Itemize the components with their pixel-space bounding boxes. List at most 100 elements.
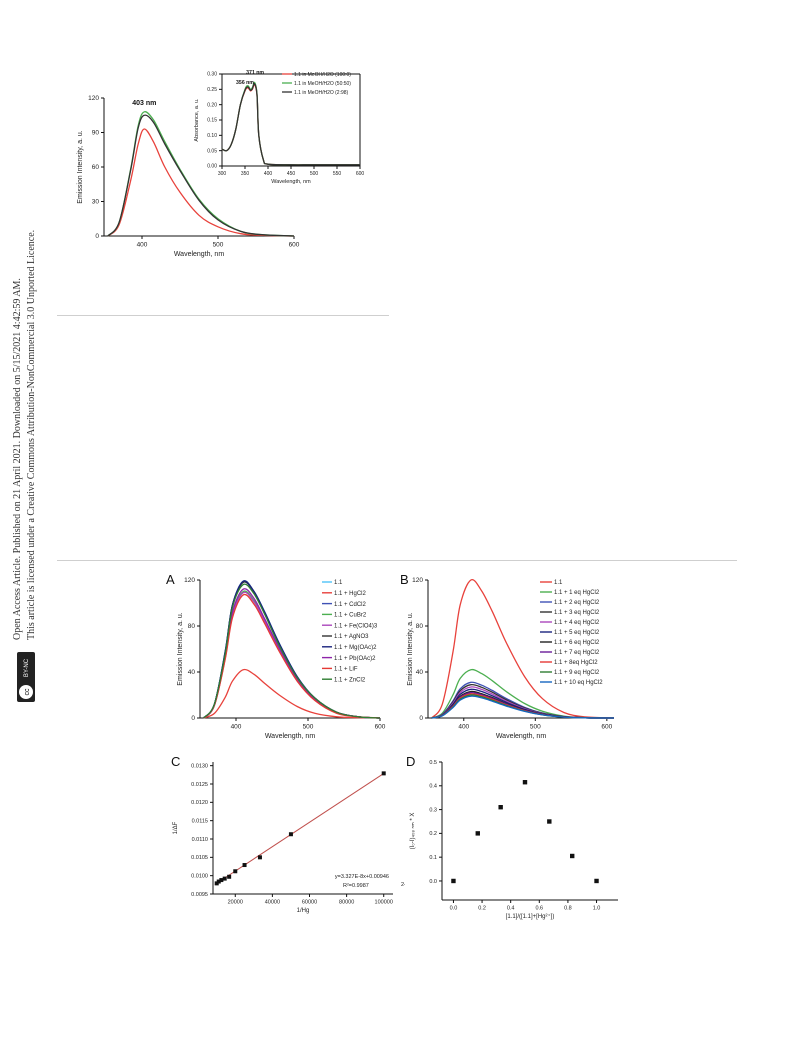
- open-access-line: Open Access Article. Published on 21 Apr…: [12, 278, 23, 640]
- y-tick-label: 0.30: [207, 72, 217, 78]
- x-tick-label: 300: [218, 171, 227, 177]
- legend-entry: 1.1 + LiF: [334, 667, 358, 673]
- fit-line: [214, 773, 384, 885]
- legend-entry: 1.1 + 7 eq HgCl2: [554, 650, 600, 656]
- data-point: [451, 878, 456, 884]
- x-tick-label: 0.0: [450, 906, 458, 912]
- panel-label-b: B: [400, 572, 409, 587]
- legend-entry: 1.1 + CuBr2: [334, 613, 367, 619]
- y-axis-label: Emission Intensity, a. u.: [77, 130, 84, 203]
- fit-r2: R²=0.9987: [343, 883, 369, 889]
- x-tick-label: 600: [601, 724, 612, 731]
- y-axis-label: Absorbance, a. u.: [194, 98, 200, 142]
- panel-b-series-11: [431, 695, 615, 719]
- legend-entry: 1.1 in MeOH/H2O (100:0): [294, 72, 351, 78]
- x-axis-label: Wavelength, nm: [265, 733, 315, 740]
- divider-top: [57, 315, 389, 316]
- panel-a-series-2: [203, 668, 381, 719]
- cc-license-badge[interactable]: cc BY-NC: [17, 652, 35, 702]
- y-tick-label: 0.0110: [192, 837, 208, 843]
- y-axis-label: Emission Intensity, a. u.: [177, 612, 184, 685]
- legend-entry: 1.1 + 1 eq HgCl2: [554, 590, 600, 596]
- data-point: [381, 771, 386, 776]
- legend-entry: 1.1 + AgNO3: [334, 634, 369, 640]
- panel-b-series-1: [431, 578, 615, 719]
- panel-a-series-8: [203, 588, 381, 719]
- y-tick-label: 0.20: [207, 102, 217, 108]
- y-axis-label: (I₀-I)₄₀₈ ₙₘ * X: [410, 813, 416, 850]
- y-tick-label: 0.0130: [191, 764, 208, 770]
- data-point: [522, 780, 528, 785]
- x-tick-label: 100000: [375, 900, 393, 906]
- x-tick-label: 600: [289, 242, 300, 249]
- data-point: [227, 874, 232, 879]
- y-tick-label: 80: [416, 623, 424, 630]
- x-tick-label: 60000: [302, 900, 317, 906]
- data-point: [242, 863, 247, 868]
- legend-entry: 1.1 in MeOH/H2O (2:98): [294, 90, 349, 96]
- x-tick-label: 0.2: [478, 906, 486, 912]
- data-point: [214, 881, 219, 886]
- legend-entry: 1.1 + 9 eq HgCl2: [554, 670, 600, 676]
- data-point: [288, 832, 293, 837]
- legend-entry: 1.1: [554, 580, 563, 586]
- license-line[interactable]: This article is licensed under a Creativ…: [26, 229, 37, 640]
- inset-background: [222, 74, 360, 166]
- y-tick-label: 60: [92, 164, 100, 171]
- panel-a-series-10: [203, 583, 381, 719]
- panel-label-a: A: [166, 572, 175, 587]
- data-point: [475, 831, 480, 836]
- x-tick-label: 600: [356, 171, 365, 177]
- cc-symbol: cc: [24, 688, 31, 696]
- x-tick-label: 500: [213, 242, 224, 249]
- legend-entry: 1.1 + 2 eq HgCl2: [554, 600, 600, 606]
- y-tick-label: 30: [92, 199, 100, 206]
- panel-c-chart: C 20000 40000 60000 80000 100000 0.0095 0.0100 0…: [171, 754, 405, 914]
- x-tick-label: 400: [458, 724, 469, 731]
- legend-entry: 1.1 + ZnCl2: [334, 677, 366, 683]
- y-tick-label: 0: [419, 715, 423, 722]
- y-tick-label: 0.1: [429, 855, 437, 861]
- x-tick-label: 0.4: [507, 906, 515, 912]
- legend-entry: 1.1 in MeOH/H2O (50:50): [294, 81, 351, 87]
- x-tick-label: 400: [231, 724, 242, 731]
- x-axis-label: Wavelength, nm: [174, 251, 224, 258]
- legend-entry: 1.1: [334, 580, 343, 586]
- x-tick-label: 20000: [228, 900, 243, 906]
- y-tick-label: 120: [88, 95, 99, 102]
- license-sidebar: Open Access Article. Published on 21 Apr…: [6, 120, 46, 650]
- panel-d-chart: D 0.0 0.2 0.4 0.6 0.8 1.0 0.0 0.1 0.2 0.3 0.4 0.5 [1.…: [406, 754, 618, 920]
- emission-series-3: [107, 114, 295, 237]
- panel-a-series-4: [203, 590, 381, 719]
- data-point: [257, 855, 262, 860]
- absorbance-inset-chart: 300 350 400 450 500 550 600 0.00 0.05 0.10 0.15 0.2…: [194, 70, 365, 185]
- y-tick-label: 0.15: [207, 118, 217, 124]
- data-point: [222, 876, 227, 881]
- y-tick-label: 0.0115: [192, 819, 208, 825]
- data-point: [570, 853, 575, 859]
- y-tick-label: 0.2: [429, 831, 437, 837]
- x-tick-label: 40000: [265, 900, 280, 906]
- data-point: [233, 869, 238, 874]
- y-tick-label: 0.00: [207, 164, 217, 170]
- data-point: [219, 878, 224, 883]
- legend-entry: 1.1 + 5 eq HgCl2: [554, 630, 600, 636]
- y-tick-label: 0: [191, 715, 195, 722]
- data-point: [498, 805, 503, 810]
- legend-entry: 1.1 + CdCl2: [334, 602, 367, 608]
- y-tick-label: 0.0095: [191, 892, 208, 898]
- legend-entry: 1.1 + Mg(OAc)2: [334, 645, 377, 651]
- y-tick-label: 120: [412, 577, 423, 584]
- legend-entry: 1.1 + Pb(OAc)2: [334, 656, 376, 662]
- y-tick-label: 0.05: [207, 148, 217, 154]
- peak-label-356: 356 nm: [236, 80, 254, 86]
- y-tick-label: 80: [188, 623, 196, 630]
- y-tick-label: 0.0100: [191, 874, 208, 880]
- x-tick-label: 400: [137, 242, 148, 249]
- y-tick-label: 0.0105: [191, 855, 208, 861]
- y-tick-label: 120: [184, 577, 195, 584]
- x-tick-label: 500: [303, 724, 314, 731]
- absorbance-series-3: [221, 83, 360, 166]
- peak-label-371: 371 nm: [246, 70, 264, 76]
